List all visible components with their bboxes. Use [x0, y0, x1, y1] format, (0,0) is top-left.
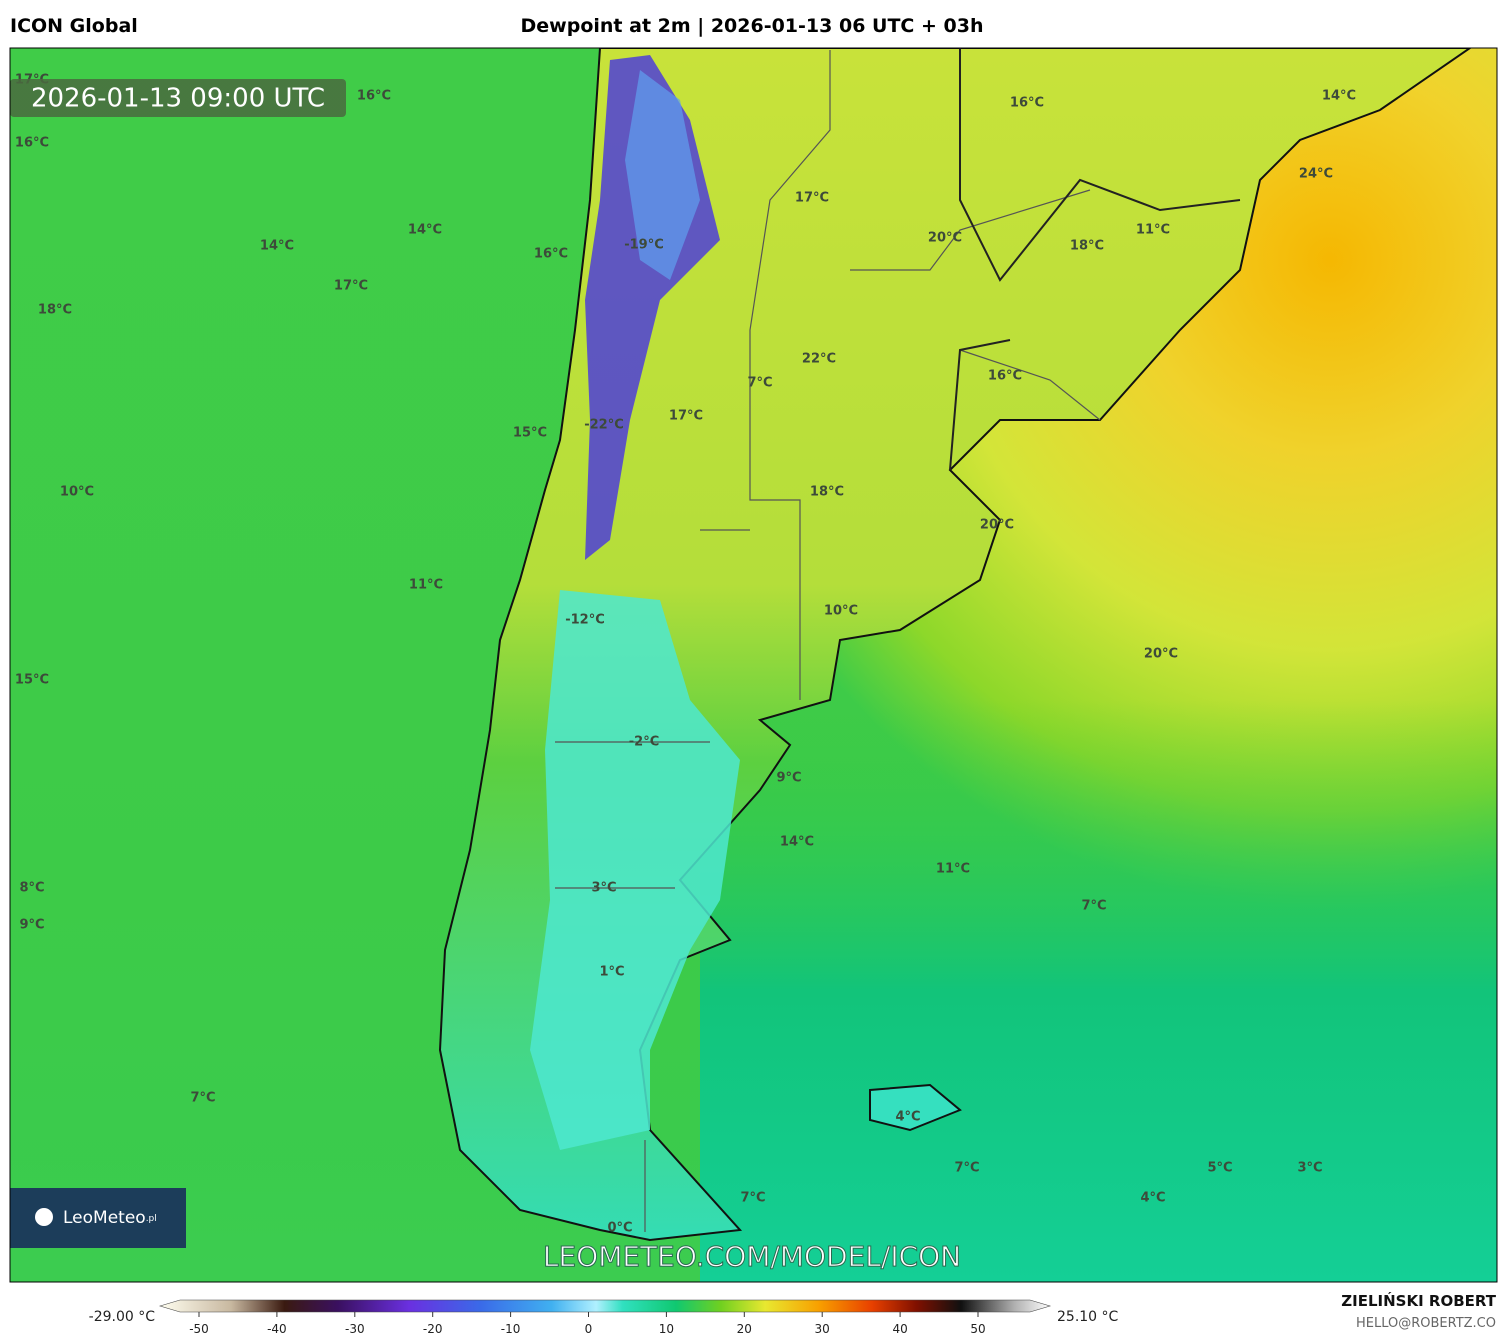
temperature-label: 14°C	[1322, 89, 1356, 104]
temperature-label: 16°C	[988, 369, 1022, 384]
temperature-label: 16°C	[357, 89, 391, 104]
colorbar-min: -29.00 °C	[89, 1309, 156, 1325]
falklands	[869, 1083, 962, 1132]
temperature-label: 20°C	[1144, 647, 1178, 662]
temperature-label: 16°C	[534, 247, 568, 262]
temperature-label: 14°C	[780, 835, 814, 850]
temperature-label: 20°C	[980, 518, 1014, 533]
temperature-label: 20°C	[928, 231, 962, 246]
temperature-label: 3°C	[591, 881, 616, 896]
colorbar-tick-label: 40	[892, 1322, 907, 1336]
temperature-label: 24°C	[1299, 167, 1333, 182]
temperature-label: 14°C	[408, 223, 442, 238]
temperature-label: -19°C	[624, 238, 664, 253]
temperature-label: 18°C	[810, 485, 844, 500]
colorbar-tick-label: 30	[815, 1322, 830, 1336]
temperature-label: 7°C	[190, 1091, 215, 1106]
temperature-label: 17°C	[795, 191, 829, 206]
temperature-label: 17°C	[669, 409, 703, 424]
temperature-label: -12°C	[565, 613, 605, 628]
temperature-label: 0°C	[607, 1221, 632, 1236]
temperature-label: 16°C	[15, 136, 49, 151]
land	[438, 48, 1472, 1242]
south-atlantic	[700, 700, 1497, 1282]
logo-name: LeoMeteo	[63, 1208, 146, 1228]
colorbar-tick-label: -30	[345, 1322, 365, 1336]
temperature-label: 7°C	[747, 376, 772, 391]
map-frame	[9, 47, 1498, 1283]
colorbar-max: 25.10 °C	[1057, 1309, 1119, 1325]
temperature-label: 16°C	[1010, 96, 1044, 111]
temperature-label: -22°C	[584, 418, 624, 433]
temperature-label: 14°C	[260, 239, 294, 254]
logo-suffix: .pl	[146, 1214, 157, 1224]
colorbar-tick-label: -40	[267, 1322, 287, 1336]
timestamp: 2026-01-13 09:00 UTC	[31, 84, 325, 114]
temperature-label: 4°C	[895, 1110, 920, 1125]
temperature-label: 18°C	[1070, 239, 1104, 254]
map-labels: 17°C 16°C 16°C 14°C 14°C 17°C 18°C 16°C -19°C 17°…	[15, 73, 1356, 1236]
temperature-label: 7°C	[1081, 899, 1106, 914]
temperature-label: 9°C	[19, 918, 44, 933]
temperature-label: 11°C	[409, 578, 443, 593]
author: ZIELIŃSKI ROBERT	[1341, 1291, 1496, 1310]
temperature-label: 5°C	[1207, 1161, 1232, 1176]
temperature-label: 11°C	[1136, 223, 1170, 238]
patagonia-cold	[530, 590, 740, 1150]
timestamp-box	[10, 79, 346, 117]
temperature-label: 10°C	[824, 604, 858, 619]
colorbar	[158, 1299, 1052, 1313]
temperature-label: 4°C	[1140, 1191, 1165, 1206]
colorbar-tick-label: -10	[501, 1322, 521, 1336]
temperature-label: 18°C	[38, 303, 72, 318]
temperature-label: 9°C	[776, 771, 801, 786]
country-borders	[949, 48, 1241, 471]
logo: LeoMeteo.pl	[63, 1208, 157, 1228]
borders	[555, 50, 1101, 1232]
temperature-label: 7°C	[954, 1161, 979, 1176]
temperature-label: 1°C	[599, 965, 624, 980]
email: HELLO@ROBERTZ.CO	[1356, 1316, 1496, 1331]
temperature-label: 22°C	[802, 352, 836, 367]
map-title: Dewpoint at 2m | 2026-01-13 06 UTC + 03h	[521, 15, 984, 37]
colorbar-tick-label: 20	[737, 1322, 752, 1336]
temperature-label: 3°C	[1297, 1161, 1322, 1176]
temperature-label: 8°C	[19, 881, 44, 896]
colorbar-ticks: -50 -40 -30 -20 -10 0 10 20 30 40 50	[189, 1312, 986, 1336]
colorbar-tick-label: -50	[189, 1322, 209, 1336]
colorbar-tick-label: 0	[585, 1322, 593, 1336]
temperature-label: 10°C	[60, 485, 94, 500]
model-name: ICON Global	[10, 15, 138, 37]
temperature-label: 17°C	[334, 279, 368, 294]
colorbar-tick-label: -20	[423, 1322, 443, 1336]
logo-sun	[35, 1208, 53, 1226]
temperature-label: 15°C	[513, 426, 547, 441]
map: 17°C 16°C 16°C 14°C 14°C 17°C 18°C 16°C -19°C 17°…	[10, 48, 1497, 1282]
temperature-label: 11°C	[936, 862, 970, 877]
andes-cold-2	[625, 70, 700, 280]
watermark: LEOMETEO.COM/MODEL/ICON	[543, 1240, 961, 1273]
temperature-label: 7°C	[740, 1191, 765, 1206]
temperature-label: 15°C	[15, 673, 49, 688]
colorbar-tick-label: 50	[970, 1322, 985, 1336]
temperature-label: -2°C	[629, 735, 659, 750]
colorbar-tick-label: 10	[659, 1322, 674, 1336]
